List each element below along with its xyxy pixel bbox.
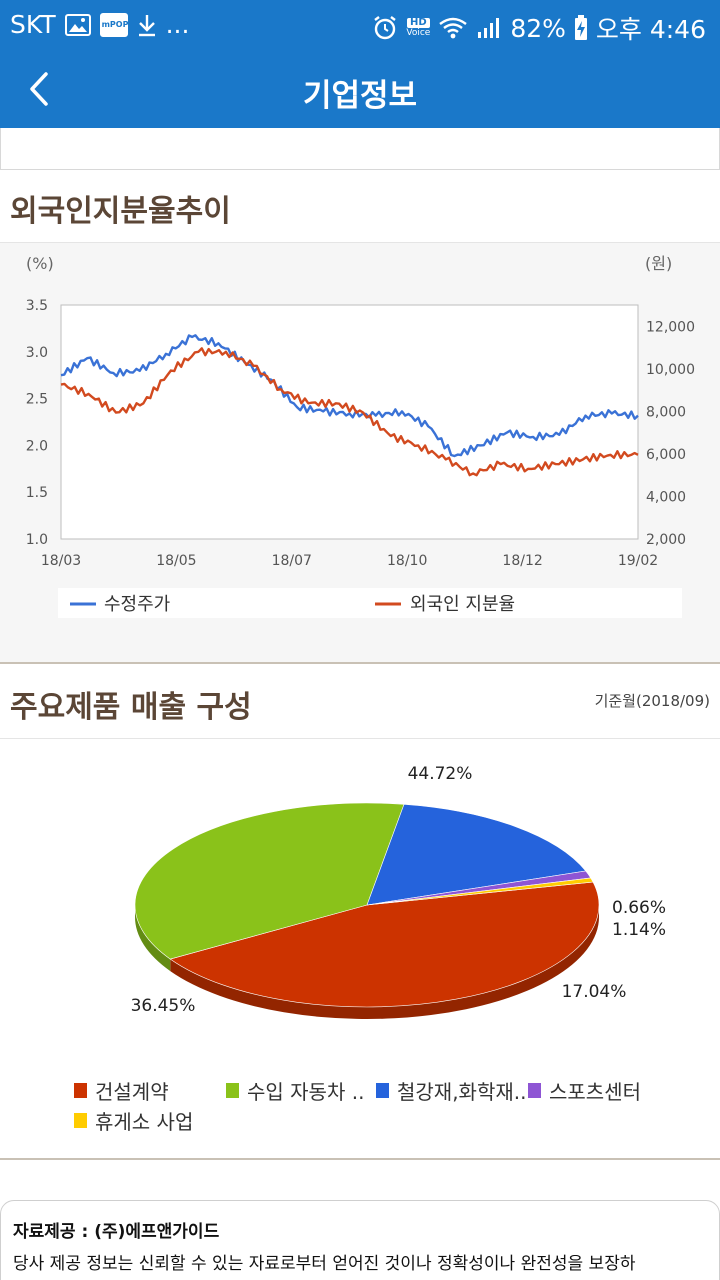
battery-percent: 82% [510,13,566,43]
pie-value-label: 44.72% [408,764,473,784]
top-content-strip [0,128,720,170]
legend-item-sports-center: 스포츠센터 [528,1076,641,1105]
pie-slice-0 [169,881,600,1008]
pie-slice-side-1 [135,905,171,972]
legend-item-construction: 건설계약 [74,1076,169,1105]
download-icon [138,14,155,36]
legend-swatch [528,1083,541,1098]
y-right-tick-label: 10,000 [646,362,695,378]
pie-value-label: 36.45% [131,996,196,1016]
clock: 오후 4:46 [595,15,706,44]
carrier-label: SKT [10,10,56,39]
pie-value-label: 0.66% [612,898,666,918]
y-left-tick-label: 1.5 [26,485,48,501]
product-revenue-panel: 44.72% 36.45% 17.04% 1.14% 0.66% [0,738,720,1160]
legend-item-imported-cars: 수입 자동차 .. [226,1076,364,1105]
alarm-icon [374,16,397,40]
right-axis-unit: (원) [645,254,672,273]
hd-voice-icon: HD Voice [406,17,431,39]
y-left-tick-label: 3.0 [26,345,48,361]
signal-icon [478,18,500,38]
y-left-tick-label: 2.0 [26,438,48,454]
chevron-left-icon [30,72,48,106]
y-right-tick-label: 2,000 [646,532,686,548]
battery-charging-icon [574,15,587,40]
legend-swatch [376,1083,389,1098]
base-month-label: 기준월(2018/09) [594,692,710,710]
foreign-ownership-line-chart: (%) (원) 3.5 3.0 2.5 2.0 1.5 1.0 12,000 10,000 8… [26,254,695,618]
mpop-icon: mPOP [99,12,129,37]
product-revenue-title: 주요제품 매출 구성 [10,690,252,725]
legend-label: 수입 자동차 .. [247,1080,365,1104]
y-right-tick-label: 6,000 [646,447,686,463]
section-divider [0,662,720,664]
x-tick-label: 19/02 [618,553,658,569]
legend-label: 철강재,화학재.. [397,1080,527,1104]
data-source-card: 자료제공 : (주)에프앤가이드 당사 제공 정보는 신뢰할 수 있는 자료로부… [0,1200,720,1280]
legend-swatch [74,1113,87,1128]
gallery-icon [64,13,91,36]
series-line-0 [60,334,639,458]
series-line-1 [60,347,639,477]
legend-swatch [74,1083,87,1098]
pie-value-label: 1.14% [612,920,666,940]
pie-slice-2 [366,803,587,906]
x-tick-label: 18/05 [156,553,196,569]
back-button[interactable] [18,64,68,114]
pie-slice-1 [134,802,405,960]
data-source-title: 자료제공 : (주)에프앤가이드 [13,1222,220,1242]
y-right-tick-label: 12,000 [646,319,695,335]
y-left-tick-label: 1.0 [26,532,48,548]
legend-label: 스포츠센터 [549,1080,641,1104]
y-right-tick-label: 8,000 [646,404,686,420]
y-left-tick-label: 2.5 [26,392,48,408]
legend-label-foreign-ratio: 외국인 지분율 [410,594,515,615]
line-chart-legend [58,588,682,618]
status-bar: SKT mPOP ... HD Voice [0,0,720,50]
app-bar: 기업정보 [0,50,720,128]
legend-label: 건설계약 [95,1080,169,1104]
x-tick-label: 18/10 [387,553,427,569]
pie-slice-4 [366,877,594,906]
foreign-ownership-panel: (%) (원) 3.5 3.0 2.5 2.0 1.5 1.0 12,000 10,000 8… [0,242,720,662]
y-left-tick-label: 3.5 [26,298,48,314]
x-tick-label: 18/07 [272,553,312,569]
legend-item-steel-chemical: 철강재,화학재.. [376,1076,526,1105]
y-right-tick-label: 4,000 [646,489,686,505]
legend-swatch [226,1083,239,1098]
foreign-ownership-title: 외국인지분율추이 [10,194,231,229]
legend-item-rest-area: 휴게소 사업 [74,1106,193,1135]
legend-label: 휴게소 사업 [95,1110,194,1134]
legend-label-stock-price: 수정주가 [104,594,170,615]
pie-value-label: 17.04% [562,982,627,1002]
more-notifications: ... [165,10,190,39]
left-axis-unit: (%) [26,254,54,273]
mpop-label: mPOP [101,19,129,29]
plot-area [60,304,639,540]
x-tick-label: 18/03 [41,553,81,569]
product-revenue-pie-chart: 44.72% 36.45% 17.04% 1.14%0.66% [131,764,666,1019]
page-title: 기업정보 [302,78,418,114]
section-divider [0,1158,720,1160]
hd-label: HD [407,17,430,28]
voice-label: Voice [406,27,431,38]
data-source-disclaimer: 당사 제공 정보는 신뢰할 수 있는 자료로부터 얻어진 것이나 정확성이나 완… [13,1254,636,1274]
wifi-icon [439,17,468,39]
x-tick-label: 18/12 [502,553,542,569]
